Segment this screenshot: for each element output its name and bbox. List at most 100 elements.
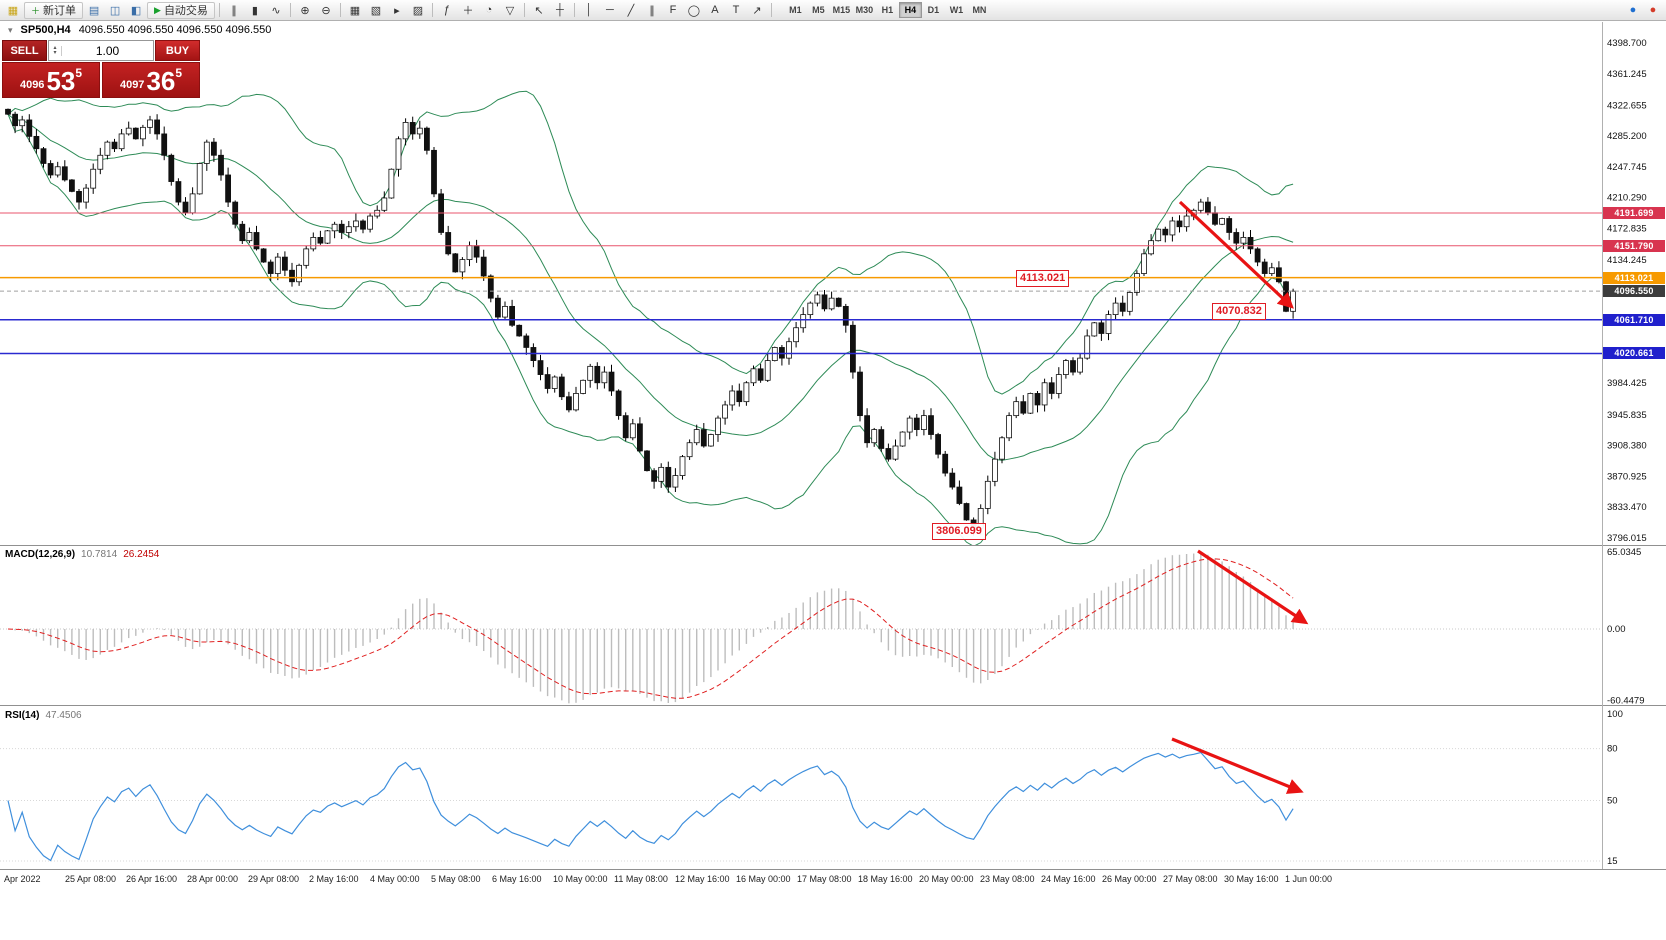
candle (793, 327, 799, 343)
zoom-in-icon[interactable]: ⊕ (300, 4, 310, 17)
volume-stepper[interactable]: ▴ ▾ (49, 44, 62, 56)
candle (892, 445, 899, 460)
trend-arrow-macd[interactable] (1197, 549, 1309, 625)
vertical-line-icon[interactable]: │ (585, 4, 593, 16)
candle (1119, 302, 1126, 312)
periods-icon[interactable]: ◔ (485, 4, 493, 16)
one-click-collapse-icon[interactable]: ▾ (8, 24, 13, 35)
bid-price[interactable]: 4096 53 5 (2, 62, 100, 98)
candlestick-chart-icon[interactable]: ▮ (251, 4, 258, 17)
data-window-icon[interactable]: ◫ (109, 4, 121, 17)
svg-text:30 May 16:00: 30 May 16:00 (1224, 874, 1279, 884)
connection-icon[interactable]: ● (1629, 4, 1637, 16)
svg-text:4322.655: 4322.655 (1607, 100, 1647, 111)
text-icon[interactable]: A (711, 4, 719, 16)
svg-text:1 Jun 00:00: 1 Jun 00:00 (1285, 874, 1332, 884)
candle (871, 429, 878, 444)
timeframe-d1[interactable]: D1 (927, 5, 940, 15)
candle (1077, 357, 1083, 373)
svg-text:0.00: 0.00 (1607, 624, 1626, 635)
templates-icon[interactable]: ▽ (505, 4, 515, 17)
macd-panel[interactable] (0, 553, 1602, 704)
timeframe-m30[interactable]: M30 (855, 5, 874, 15)
zoom-out-icon[interactable]: ⊖ (321, 4, 331, 17)
candle (736, 390, 743, 403)
buy-button[interactable]: BUY (155, 40, 200, 61)
cursor-icon[interactable]: ↖ (534, 4, 544, 17)
timeframe-h1[interactable]: H1 (881, 5, 894, 15)
volume-field[interactable]: ▴ ▾ 1.00 (48, 40, 154, 61)
candle (175, 181, 182, 203)
label-icon[interactable]: T (732, 4, 740, 16)
bar-chart-icon[interactable]: ∥ (231, 4, 237, 17)
line-chart-icon[interactable]: ∿ (271, 4, 281, 17)
auto-scroll-icon[interactable]: ▸ (394, 4, 400, 17)
candle (452, 253, 459, 273)
trendline-icon[interactable]: ╱ (627, 4, 635, 17)
tile-windows-icon[interactable]: ▦ (349, 4, 361, 17)
svg-text:4361.245: 4361.245 (1607, 69, 1647, 80)
timeframe-h4[interactable]: H4 (898, 2, 922, 18)
candle (281, 256, 288, 271)
ask-pip-figure: 5 (175, 66, 183, 80)
svg-text:4172.835: 4172.835 (1607, 224, 1647, 235)
candle (125, 127, 132, 135)
cascade-windows-icon[interactable]: ▧ (370, 4, 382, 17)
price-annotation[interactable]: 3806.099 (932, 523, 986, 540)
candle (629, 423, 636, 439)
candle (246, 232, 253, 242)
main-chart-panel[interactable] (0, 90, 1602, 546)
price-annotation[interactable]: 4070.832 (1212, 303, 1266, 320)
axes-layer[interactable]: 4398.700 4361.245 4322.655 4285.200 4247.745… (0, 22, 1666, 884)
trend-arrow-main[interactable] (1178, 200, 1294, 309)
autotrade-button[interactable]: ▶ 自动交易 (147, 1, 215, 19)
candle (935, 434, 941, 455)
add-indicator-icon[interactable]: ＋ (462, 5, 474, 17)
indicators-icon[interactable]: ƒ (443, 4, 450, 16)
svg-text:4285.200: 4285.200 (1607, 131, 1647, 142)
volume-up-icon[interactable]: ▴ (53, 44, 57, 51)
price-annotation[interactable]: 4113.021 (1016, 270, 1070, 287)
arrows-icon[interactable]: ↗ (752, 4, 762, 17)
channel-icon[interactable]: ∥ (649, 4, 655, 17)
timeframe-m5[interactable]: M5 (812, 5, 825, 15)
svg-text:28 Apr 00:00: 28 Apr 00:00 (187, 874, 238, 884)
crosshair-icon[interactable]: ┼ (556, 4, 564, 16)
market-watch-icon[interactable]: ▤ (88, 4, 100, 17)
shapes-icon[interactable]: ◯ (687, 4, 701, 17)
new-order-button[interactable]: ＋新订单 (24, 1, 84, 19)
candle (5, 108, 11, 115)
candle (381, 197, 388, 211)
candle (111, 141, 118, 150)
candle (1283, 281, 1289, 312)
candle (1141, 253, 1147, 274)
rsi-panel[interactable] (0, 748, 1602, 862)
candle (303, 248, 310, 266)
candle (1169, 220, 1176, 236)
timeframe-w1[interactable]: W1 (949, 5, 964, 15)
candle (729, 390, 736, 406)
navigator-icon[interactable]: ◧ (130, 4, 142, 17)
candle (97, 154, 104, 170)
timeframe-m1[interactable]: M1 (789, 5, 802, 15)
sell-button[interactable]: SELL (2, 40, 47, 61)
chart-window-icon[interactable]: ▦ (7, 4, 19, 17)
fibonacci-icon[interactable]: F (669, 4, 677, 16)
svg-text:3796.015: 3796.015 (1607, 533, 1647, 544)
alert-badge-icon[interactable]: ● (1649, 4, 1657, 16)
chart-shift-icon[interactable]: ▨ (412, 4, 424, 17)
timeframe-m15[interactable]: M15 (832, 5, 851, 15)
svg-text:16 May 00:00: 16 May 00:00 (736, 874, 791, 884)
ask-price[interactable]: 4097 36 5 (102, 62, 200, 98)
trend-arrow-rsi[interactable] (1171, 737, 1304, 794)
volume-down-icon[interactable]: ▾ (53, 49, 57, 56)
timeframe-mn[interactable]: MN (972, 5, 987, 15)
horizontal-line-icon[interactable]: ─ (606, 4, 614, 16)
toolbar-separator (289, 3, 291, 17)
svg-text:4 May 00:00: 4 May 00:00 (370, 874, 420, 884)
candle (601, 371, 608, 384)
ask-big-figure: 4097 (119, 79, 145, 91)
svg-text:10 May 00:00: 10 May 00:00 (553, 874, 608, 884)
candle (1247, 237, 1254, 250)
